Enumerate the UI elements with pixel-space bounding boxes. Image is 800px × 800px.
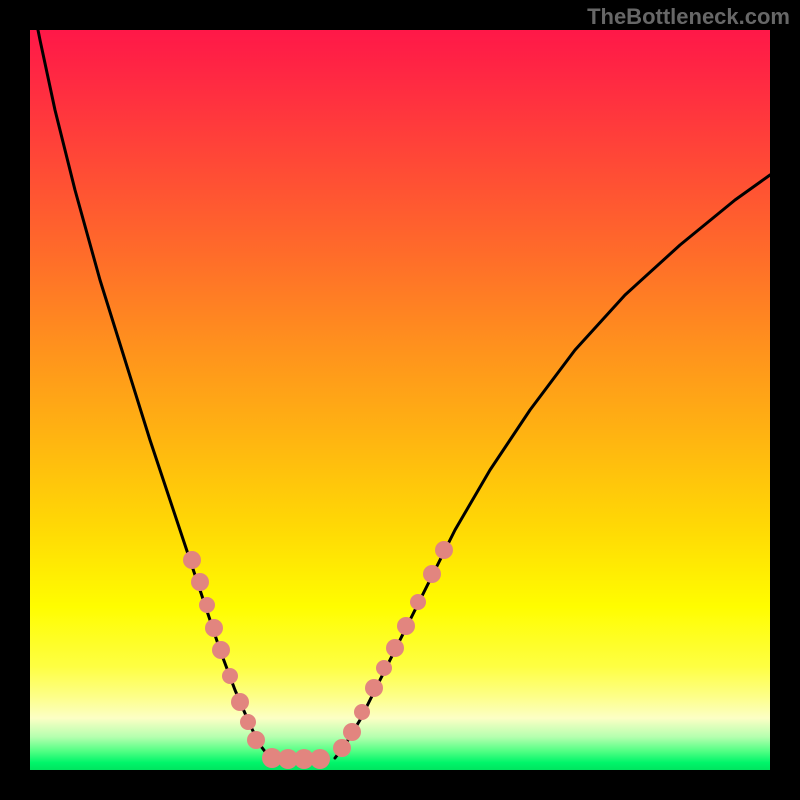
plot-area: [0, 0, 800, 800]
chart-svg: [0, 0, 800, 800]
gradient-background: [30, 30, 770, 770]
watermark-text: TheBottleneck.com: [587, 4, 790, 30]
